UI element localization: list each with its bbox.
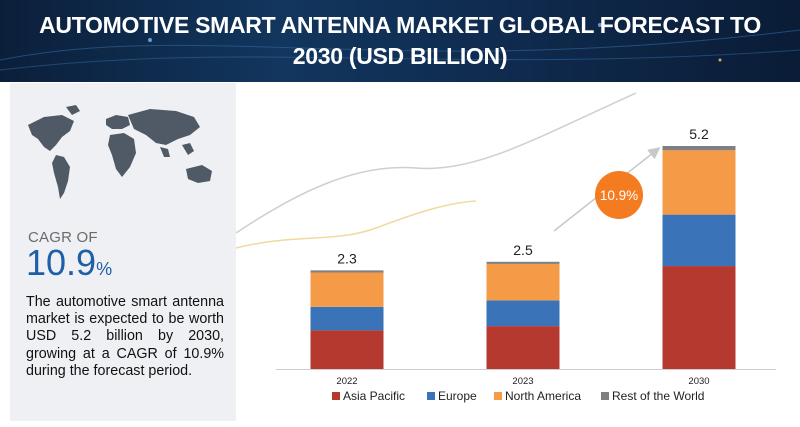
legend-swatch-north-america [494, 392, 502, 400]
summary-panel: CAGR OF 10.9% The automotive smart anten… [10, 83, 236, 421]
decorative-curve-gray [235, 92, 637, 234]
bar-2022-asia-pacific [310, 330, 384, 369]
cagr-callout-circle [595, 171, 643, 219]
chart-canvas: 2.3 2022 2.5 2023 5.2 2030 10.9% Asia Pacific… [235, 92, 776, 403]
header-background-lights [0, 23, 800, 71]
legend-label-europe: Europe [438, 389, 477, 403]
category-label-2030: 2030 [688, 376, 709, 387]
legend-label-north-america: North America [505, 389, 581, 403]
legend-swatch-asia-pacific [332, 392, 340, 400]
legend-label-rest-of-the-world: Rest of the World [612, 389, 704, 403]
bar-2030-north-america [662, 150, 736, 215]
bar-2030-europe [662, 214, 736, 267]
legend-label-asia-pacific: Asia Pacific [343, 389, 405, 403]
bar-2022-europe [310, 306, 384, 331]
cagr-label: CAGR OF [28, 229, 98, 246]
category-label-2023: 2023 [512, 376, 533, 387]
bar-2030-asia-pacific [662, 266, 736, 369]
bar-2023-north-america [486, 263, 560, 301]
bar-2030-rest-of-the-world [662, 146, 736, 151]
bar-2022-rest-of-the-world [310, 270, 384, 273]
decorative-curve-gold [235, 200, 477, 249]
header-banner: AUTOMOTIVE SMART ANTENNA MARKET GLOBAL F… [0, 0, 800, 82]
bar-2023-rest-of-the-world [486, 261, 560, 264]
cagr-callout-label: 10.9% [600, 188, 638, 203]
cagr-unit: % [96, 259, 113, 279]
page-title: AUTOMOTIVE SMART ANTENNA MARKET GLOBAL F… [39, 12, 761, 69]
world-map-icon [28, 105, 212, 199]
total-label-2022: 2.3 [337, 250, 357, 266]
stacked-bar-chart: 2.3 2022 2.5 2023 5.2 2030 10.9% Asia Pacific… [235, 83, 800, 427]
bar-2022-north-america [310, 272, 384, 307]
bar-2023-asia-pacific [486, 326, 560, 369]
total-label-2023: 2.5 [513, 242, 533, 258]
legend-swatch-europe [427, 392, 435, 400]
summary-description: The automotive smart antenna market is e… [26, 294, 224, 379]
bar-2023-europe [486, 300, 560, 327]
total-label-2030: 5.2 [689, 126, 709, 142]
legend-swatch-rest-of-the-world [601, 392, 609, 400]
cagr-number: 10.9 [26, 242, 97, 283]
category-label-2022: 2022 [336, 376, 357, 387]
cagr-value: 10.9% [26, 243, 112, 289]
